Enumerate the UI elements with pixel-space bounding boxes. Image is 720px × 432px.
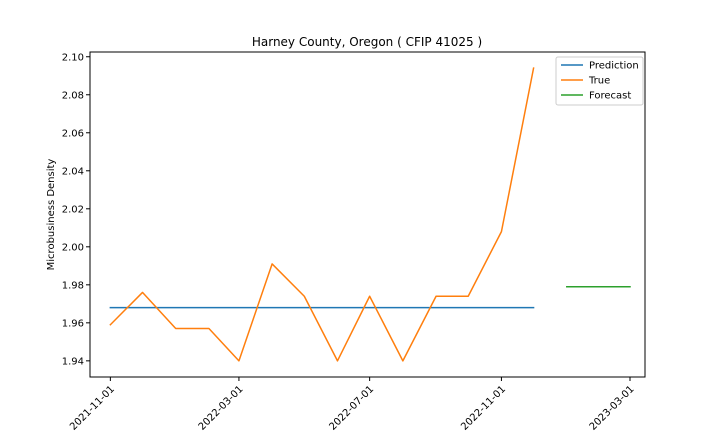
y-axis-label: Microbusiness Density	[46, 159, 57, 271]
y-tick-label: 2.04	[62, 166, 84, 177]
series-line-true	[109, 67, 535, 362]
y-tick-label: 2.08	[62, 90, 84, 101]
y-tick-label: 1.94	[62, 356, 84, 367]
y-tick-label: 1.98	[62, 280, 84, 291]
legend-label-true: True	[588, 76, 610, 87]
series-layer	[109, 67, 631, 362]
chart-title: Harney County, Oregon ( CFIP 41025 )	[252, 35, 482, 49]
legend: Prediction True Forecast	[555, 56, 644, 106]
y-tick-label: 2.06	[62, 128, 84, 139]
legend-label-forecast: Forecast	[589, 91, 631, 102]
y-tick-label: 2.02	[62, 204, 84, 215]
y-tick-label: 2.00	[62, 242, 84, 253]
plot-frame	[89, 51, 646, 378]
y-tick-label: 1.96	[62, 318, 84, 329]
legend-box	[555, 56, 644, 106]
legend-label-prediction: Prediction	[589, 61, 639, 72]
y-axis: 1.94 1.96 1.98 2.00 2.02 2.04 2.06 2.08 2.10	[62, 52, 90, 367]
y-tick-label: 2.10	[62, 52, 84, 63]
